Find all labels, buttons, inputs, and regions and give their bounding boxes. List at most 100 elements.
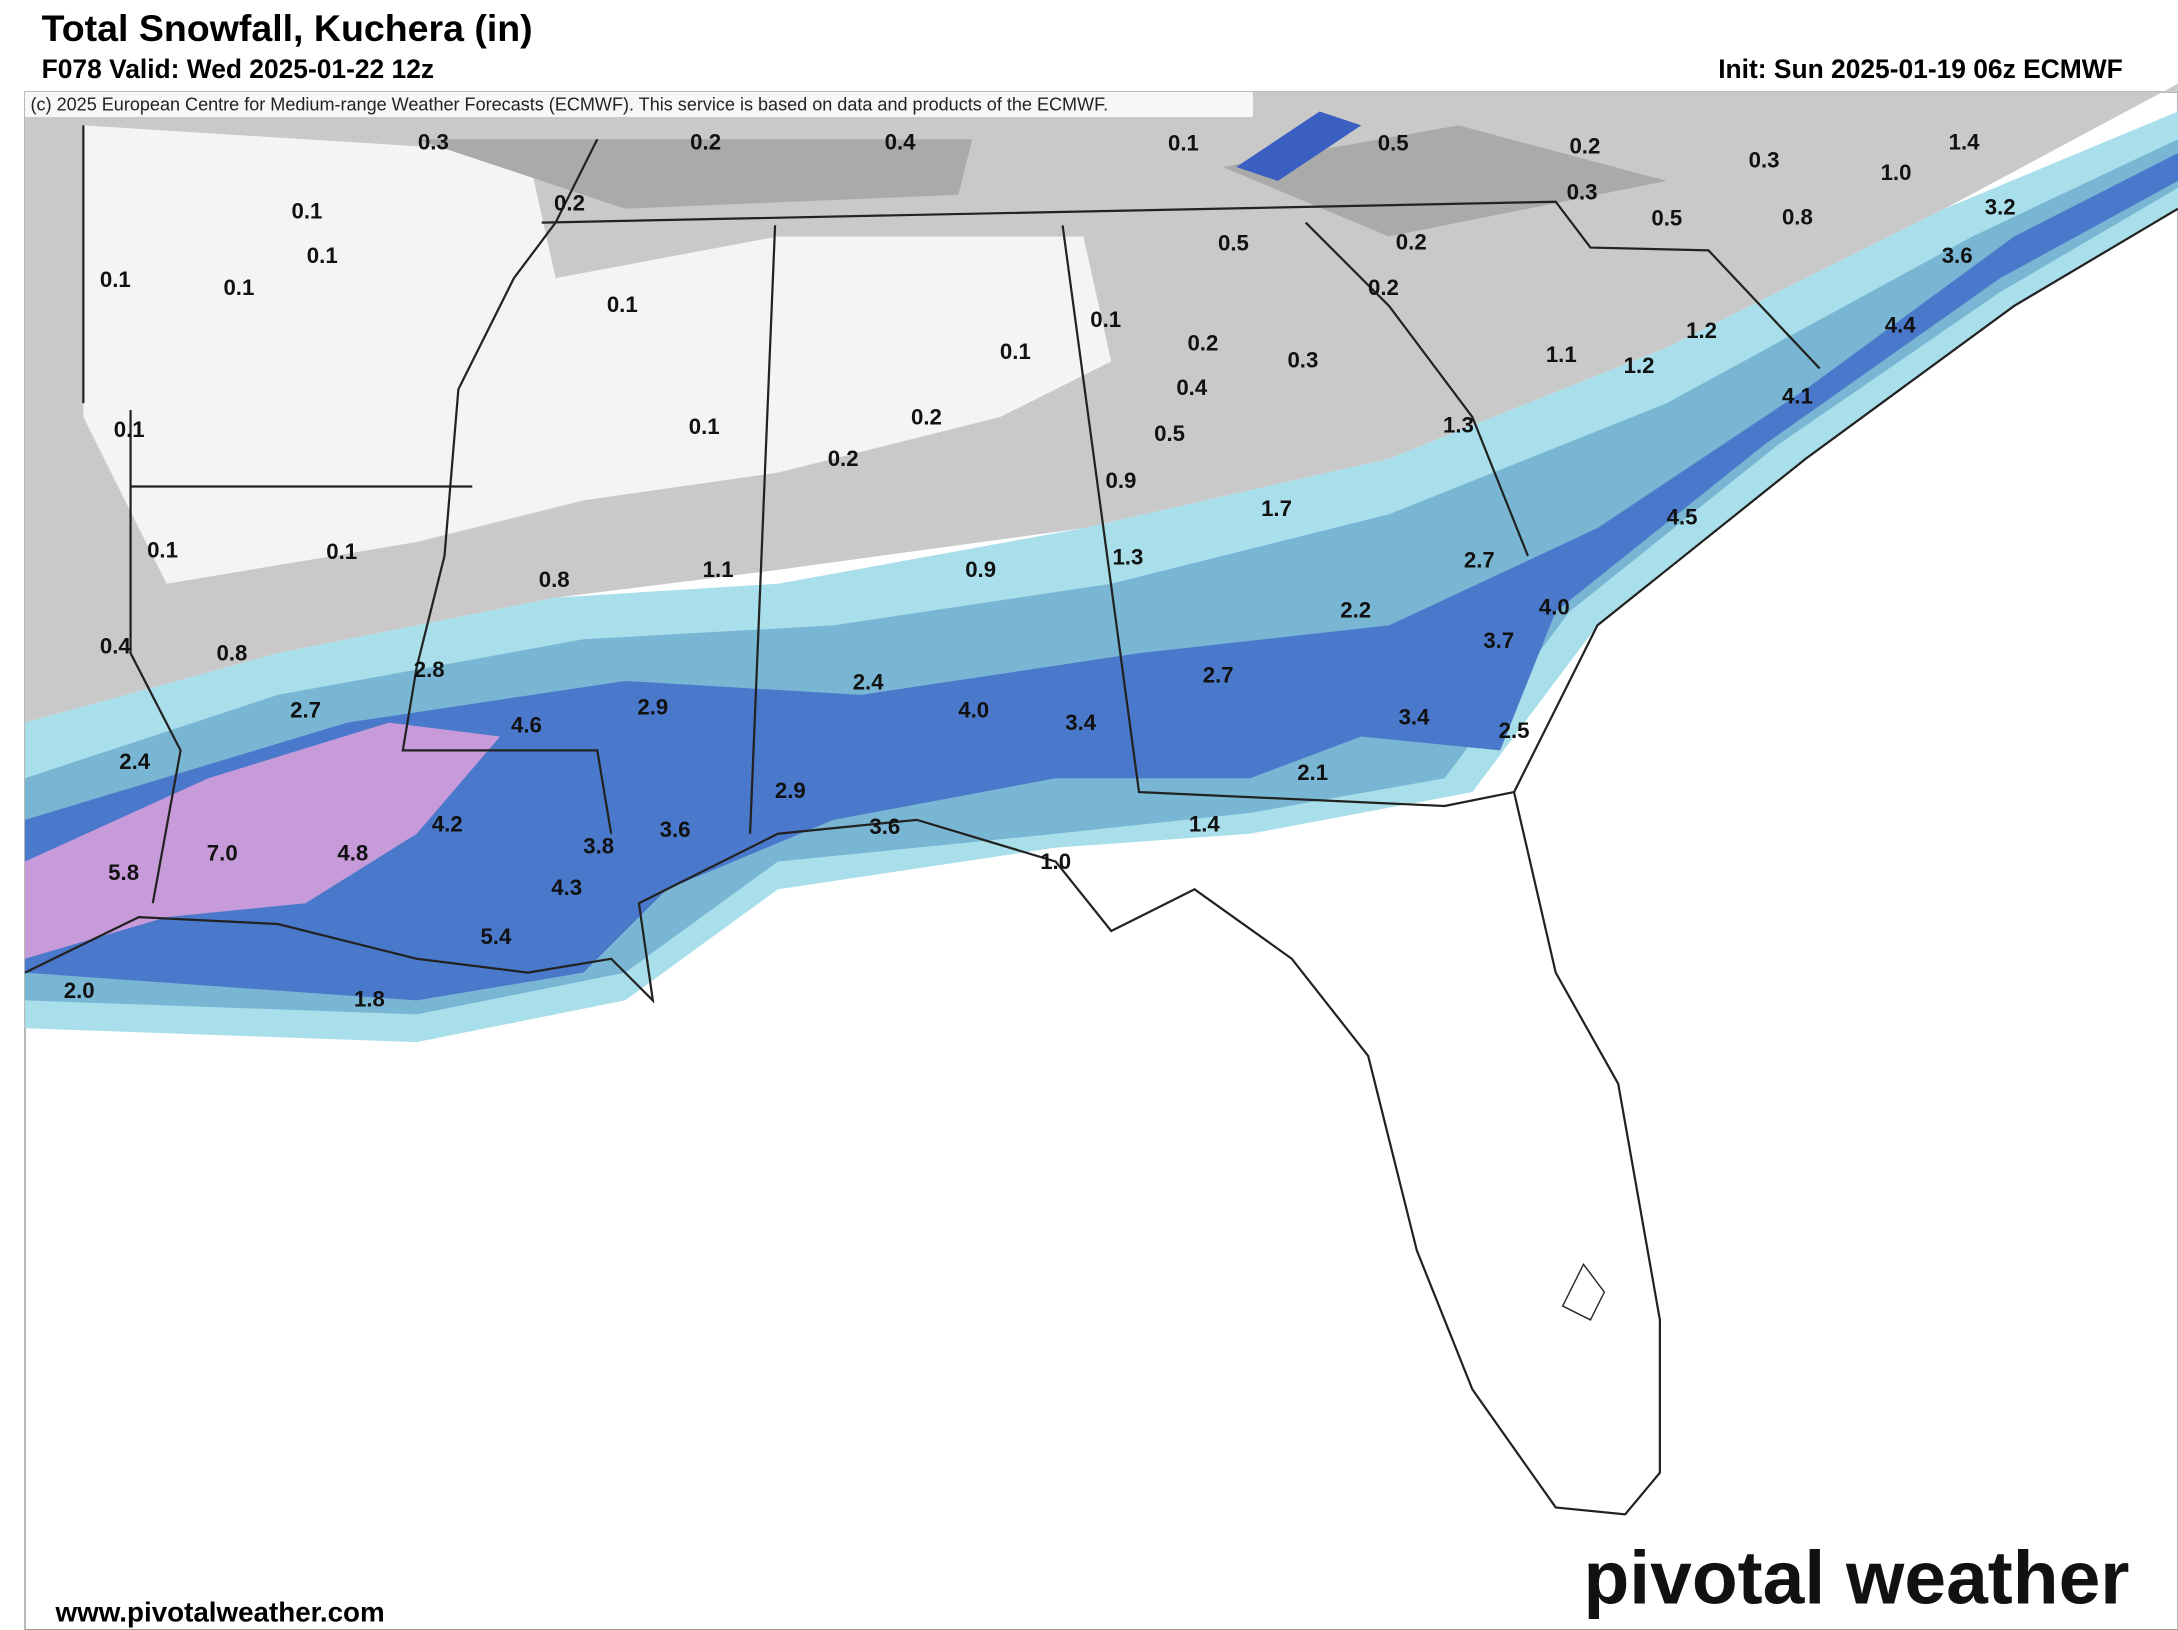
snowfall-label: 0.2 [1368,275,1399,300]
lake [1561,1263,1606,1321]
snowfall-label: 0.2 [1396,229,1427,254]
snowfall-label: 0.2 [828,446,859,471]
snowfall-label: 0.1 [223,275,254,300]
snowfall-label: 0.3 [1567,179,1598,204]
snowfall-label: 3.6 [869,814,900,839]
snowfall-label: 4.0 [1539,595,1570,620]
snowfall-label: 0.2 [554,190,585,215]
snowfall-label: 0.2 [911,404,942,429]
snowfall-label: 2.4 [119,749,151,774]
snowfall-label: 3.4 [1065,710,1097,735]
snowfall-label: 1.3 [1443,413,1474,438]
snowfall-label: 0.1 [689,414,720,439]
snowfall-label: 5.8 [108,860,139,885]
snowfall-label: 0.2 [1187,331,1218,356]
state-border [1061,225,1515,808]
snowfall-label: 3.7 [1483,628,1514,653]
snow-band-max [25,722,501,959]
snowfall-labels: 0.3 0.2 0.4 0.1 0.5 0.2 0.3 1.4 1.0 0.3 0.5 0.8 3.2 0… [64,129,2016,1011]
snowfall-label: 0.9 [1106,468,1137,493]
coastline [24,207,2178,1516]
snowfall-label: 3.4 [1399,704,1431,729]
snowfall-label: 3.6 [1942,243,1973,268]
snowfall-label: 0.4 [100,633,132,658]
snowfall-label: 1.1 [703,557,734,582]
snowfall-label: 0.4 [1176,375,1208,400]
snowfall-label: 2.7 [1464,547,1495,572]
map: 0.3 0.2 0.4 0.1 0.5 0.2 0.3 1.4 1.0 0.3 0.5 0.8 3.2 0… [24,83,2178,1630]
snowfall-label: 0.1 [1090,307,1121,332]
snowfall-label: 4.0 [958,697,989,722]
snowfall-label: 2.1 [1297,760,1328,785]
snowfall-label: 3.6 [660,817,691,842]
snowfall-label: 4.6 [511,713,542,738]
snowfall-label: 0.1 [114,417,145,442]
snowfall-label: 0.5 [1651,206,1682,231]
snowfall-label: 0.1 [292,199,323,224]
snow-lake-band [1236,111,1362,181]
snow-gray-dark [416,125,1667,237]
snowfall-label: 0.1 [607,292,638,317]
snow-band-heavy [25,153,2178,1001]
snowfall-label: 1.3 [1112,545,1143,570]
snowfall-label: 0.2 [690,129,721,154]
snowfall-label: 1.4 [1949,129,1981,154]
site-url: www.pivotalweather.com [55,1597,385,1628]
snowfall-label: 0.3 [1287,347,1318,372]
snowfall-label: 2.9 [637,695,668,720]
snowfall-label: 2.5 [1499,718,1530,743]
snowfall-label: 0.3 [1749,147,1780,172]
snowfall-label: 0.2 [1569,133,1600,158]
snow-gray-zone [25,83,2178,723]
river-border [401,138,613,834]
snowfall-label: 2.8 [414,657,445,682]
snowfall-label: 0.5 [1378,131,1409,156]
snowfall-label: 2.4 [853,670,885,695]
snowfall-label: 0.4 [885,129,917,154]
snowfall-label: 0.1 [1000,339,1031,364]
credit-bg [25,92,1253,118]
snowfall-label: 2.7 [290,697,321,722]
state-border [748,225,777,834]
snowfall-label: 0.8 [539,567,570,592]
snowfall-label: 0.1 [326,539,357,564]
snowfall-label: 0.8 [1782,204,1813,229]
snowfall-label: 3.2 [1985,195,2016,220]
snowfall-label: 4.5 [1667,504,1698,529]
valid-time: F078 Valid: Wed 2025-01-22 12z [42,54,434,84]
snowfall-label: 1.1 [1546,342,1577,367]
state-border [82,125,473,904]
snowfall-label: 2.0 [64,978,95,1003]
snowfall-label: 5.4 [480,924,512,949]
light-zone [83,125,1112,584]
state-border [1304,221,1529,557]
snowfall-label: 4.2 [432,811,463,836]
snowfall-label: 0.1 [307,243,338,268]
snowfall-label: 4.3 [551,875,582,900]
snowfall-label: 2.2 [1340,597,1371,622]
snowfall-label: 1.2 [1624,353,1655,378]
snowfall-label: 1.0 [1881,160,1912,185]
logo: pivotal weather [1583,1536,2129,1620]
snowfall-label: 4.4 [1885,313,1917,338]
snowfall-label: 2.9 [775,778,806,803]
snowfall-label: 0.9 [965,557,996,582]
title: Total Snowfall, Kuchera (in) [42,7,533,49]
snowfall-label: 3.8 [583,834,614,859]
snowfall-label: 1.4 [1189,811,1221,836]
snowfall-label: 0.3 [418,129,449,154]
init-time: Init: Sun 2025-01-19 06z ECMWF [1718,54,2123,84]
snowfall-label: 1.0 [1040,849,1071,874]
snowfall-label: 7.0 [207,840,238,865]
snowfall-label: 2.7 [1203,663,1234,688]
snowfall-label: 1.2 [1686,318,1717,343]
snowfall-label: 0.1 [100,267,131,292]
snowfall-label: 1.8 [354,986,385,1011]
snowfall-label: 0.1 [1168,131,1199,156]
snowfall-label: 0.1 [147,538,178,563]
snowfall-label: 1.7 [1261,496,1292,521]
snowfall-label: 0.5 [1154,421,1185,446]
snowfall-label: 4.1 [1782,383,1813,408]
